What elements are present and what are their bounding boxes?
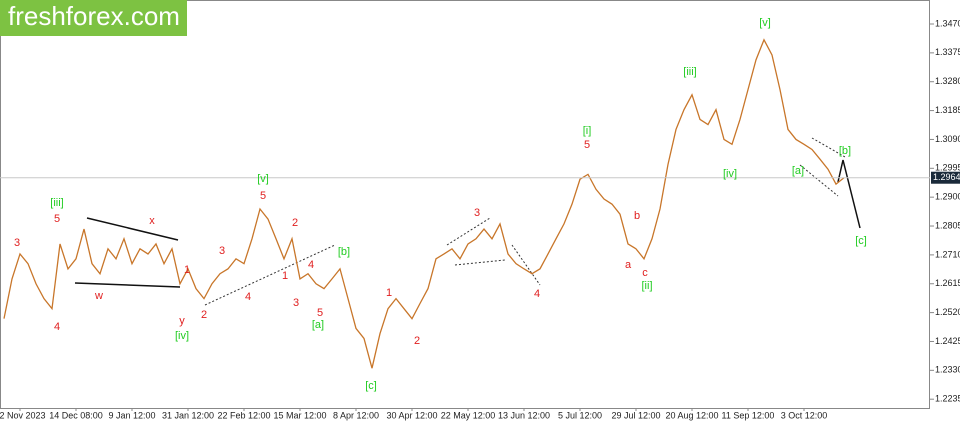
plot-frame: [0, 0, 930, 409]
channel-line: [446, 217, 491, 246]
trend-line: [86, 217, 179, 241]
wave-label: y: [179, 315, 185, 327]
x-tick-label: 22 May 12:00: [441, 410, 496, 420]
wave-label: 3: [474, 207, 480, 219]
wave-label: [c]: [855, 235, 867, 247]
wave-label: 4: [308, 259, 314, 271]
annotation-lines: [74, 137, 861, 306]
channel-line: [799, 164, 839, 197]
wave-label: x: [149, 215, 155, 227]
wave-label: 2: [201, 309, 207, 321]
wave-label: c: [642, 267, 648, 279]
wave-label: 3: [14, 237, 20, 249]
x-tick-label: 11 Sep 12:00: [722, 410, 775, 420]
channel-line: [454, 259, 506, 266]
wave-label: 5: [584, 139, 590, 151]
wave-label: 2: [292, 217, 298, 229]
wave-label: b: [634, 210, 640, 222]
current-price-box: [931, 171, 960, 184]
wave-label: [iii]: [50, 197, 63, 209]
x-tick-label: 20 Aug 12:00: [665, 410, 718, 420]
wave-label: [a]: [312, 319, 324, 331]
y-tick-label: 1.2520: [935, 307, 960, 317]
wave-label: 3: [293, 297, 299, 309]
logo: freshforex.com: [8, 1, 180, 31]
price-line: [3, 38, 845, 369]
y-tick-label: 1.3280: [935, 76, 960, 86]
x-tick-label: 15 Mar 12:00: [273, 410, 326, 420]
wave-label: a: [625, 259, 632, 271]
y-tick-label: 1.2995: [935, 163, 960, 173]
wave-label: [b]: [839, 145, 851, 157]
x-tick-label: 8 Apr 12:00: [333, 410, 379, 420]
wave-label: 4: [534, 288, 540, 300]
wave-label: [iii]: [683, 66, 696, 78]
wave-label: [iv]: [175, 330, 189, 342]
y-tick-label: 1.3470: [935, 18, 960, 28]
x-tick-label: 31 Jan 12:00: [162, 410, 214, 420]
y-tick-label: 1.2235: [935, 394, 960, 404]
x-tick-label: 22 Feb 12:00: [217, 410, 270, 420]
x-tick-label: 14 Dec 08:00: [49, 410, 103, 420]
wave-label: 4: [54, 321, 60, 333]
wave-label: [ii]: [642, 280, 653, 292]
wave-label: [iv]: [723, 168, 737, 180]
x-tick-label: 3 Oct 12:00: [781, 410, 828, 420]
y-tick-label: 1.3185: [935, 105, 960, 115]
wave-label: 5: [260, 190, 266, 202]
y-tick-label: 1.2425: [935, 336, 960, 346]
wave-label: 1: [184, 264, 190, 276]
wave-label: [a]: [792, 165, 804, 177]
wave-label: 5: [317, 307, 323, 319]
wave-label: [b]: [338, 246, 350, 258]
current-price-label: 1.2964: [933, 172, 960, 182]
y-tick-label: 1.2805: [935, 220, 960, 230]
x-tick-label: 30 Apr 12:00: [386, 410, 437, 420]
x-tick-label: 22 Nov 2023: [0, 410, 46, 420]
y-tick-label: 1.3375: [935, 47, 960, 57]
x-tick-label: 9 Jan 12:00: [108, 410, 155, 420]
wave-label: w: [94, 290, 103, 302]
wave-label: 4: [245, 291, 251, 303]
x-tick-label: 29 Jul 12:00: [611, 410, 660, 420]
wave-label: 1: [386, 287, 392, 299]
y-tick-label: 1.2330: [935, 365, 960, 375]
wave-label: 1: [282, 270, 288, 282]
wave-label: 5: [54, 213, 60, 225]
wave-label: 2: [414, 335, 420, 347]
y-tick-label: 1.2615: [935, 278, 960, 288]
wave-label: [v]: [759, 17, 771, 29]
series-layer: [0, 38, 930, 369]
projection-arrow: [837, 159, 861, 229]
y-tick-label: 1.3090: [935, 134, 960, 144]
trend-line: [74, 282, 181, 288]
x-tick-label: 5 Jul 12:00: [558, 410, 602, 420]
channel-line: [511, 244, 541, 286]
wave-label: 3: [219, 245, 225, 257]
x-tick-label: 13 Jun 12:00: [498, 410, 550, 420]
wave-label: [c]: [365, 380, 377, 392]
logo-box: [0, 0, 187, 36]
y-tick-label: 1.2710: [935, 249, 960, 259]
wave-label: [i]: [583, 125, 592, 137]
wave-label: [v]: [257, 173, 269, 185]
y-tick-label: 1.2900: [935, 192, 960, 202]
